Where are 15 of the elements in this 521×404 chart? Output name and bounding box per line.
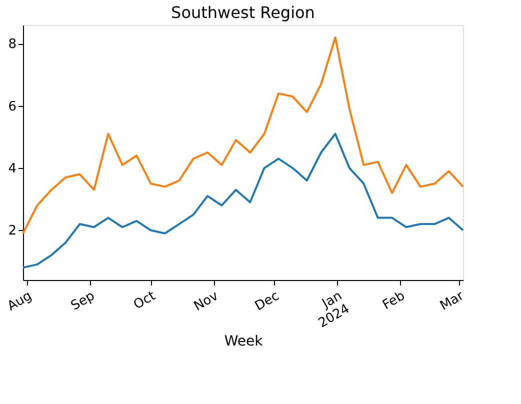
y-tick-label: 2 [8, 224, 16, 239]
line-series [22, 36, 464, 234]
y-tick-label: 6 [8, 99, 16, 114]
x-tick-label: Feb [380, 288, 408, 314]
line-series [22, 132, 464, 269]
x-tick-label: Nov [192, 288, 222, 314]
x-tick-label: Mar [438, 288, 468, 314]
x-tick-label: Aug [5, 288, 35, 314]
x-tick-label: Dec [252, 288, 282, 314]
y-tick-label: 8 [8, 37, 16, 52]
y-tick-label: 4 [8, 162, 16, 177]
x-axis-title: Week [224, 333, 264, 350]
x-tick-label: Oct [131, 288, 158, 313]
x-tick-label: Sep [68, 288, 98, 314]
chart-title: Southwest Region [171, 3, 315, 22]
